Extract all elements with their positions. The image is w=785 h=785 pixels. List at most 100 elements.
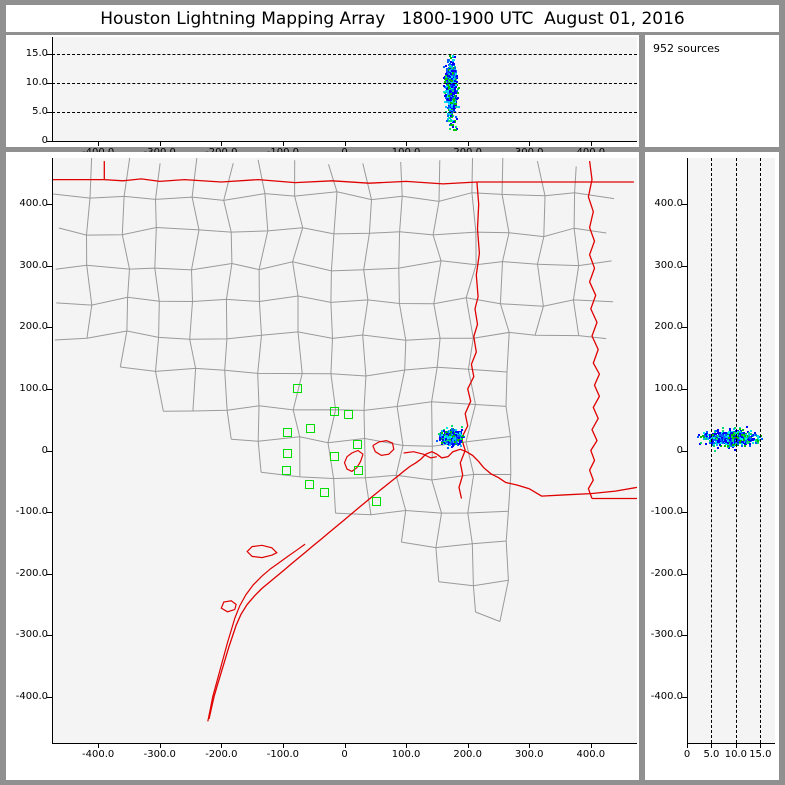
lightning-source-point: [704, 434, 706, 436]
lightning-source-point: [451, 98, 453, 100]
barrier-island-padre: [207, 543, 306, 722]
lightning-source-point: [746, 442, 748, 444]
lightning-source-point: [728, 440, 730, 442]
county-boundary: [431, 160, 443, 582]
y-axis-tick-label: 300.0: [654, 259, 683, 271]
top-panel-y-axis-line: [52, 37, 53, 141]
lightning-source-point: [732, 438, 734, 440]
lightning-source-point: [724, 445, 726, 447]
lightning-source-point: [462, 436, 464, 438]
county-boundary: [231, 436, 511, 447]
county-boundary: [395, 161, 407, 543]
y-axis-tick-label: 100.0: [19, 382, 48, 394]
lightning-source-point: [737, 443, 739, 445]
lightning-source-point: [728, 447, 730, 449]
y-axis-tick: [47, 83, 52, 85]
lightning-source-point: [741, 434, 743, 436]
lightning-source-point: [452, 56, 454, 58]
y-axis-tick: [47, 204, 52, 206]
lightning-source-point: [715, 433, 717, 435]
lightning-source-point: [448, 87, 450, 89]
county-boundary: [56, 295, 614, 307]
lightning-source-point: [453, 78, 455, 80]
lightning-source-point: [446, 80, 448, 82]
lightning-source-point: [747, 440, 749, 442]
lightning-source-point: [453, 129, 455, 131]
y-axis-tick: [682, 512, 687, 514]
lightning-source-point: [456, 118, 458, 120]
lightning-source-point: [451, 109, 453, 111]
lightning-source-point: [455, 430, 457, 432]
lightning-source-point: [748, 440, 750, 442]
lightning-source-point: [453, 96, 455, 98]
lightning-source-point: [456, 77, 458, 79]
lightning-source-point: [456, 98, 458, 100]
y-axis-tick-label: -300.0: [650, 629, 683, 641]
lightning-source-point: [744, 443, 746, 445]
lightning-source-point: [449, 55, 451, 57]
lightning-source-point: [451, 104, 453, 106]
lightning-source-point: [444, 81, 446, 83]
lightning-source-point: [448, 99, 450, 101]
lightning-source-point: [705, 433, 707, 435]
lightning-source-point: [450, 431, 452, 433]
lightning-source-point: [727, 443, 729, 445]
lightning-source-point: [454, 95, 456, 97]
lightning-source-point: [699, 443, 701, 445]
lightning-source-point: [463, 436, 465, 438]
county-boundary: [292, 160, 304, 477]
lightning-source-point: [455, 78, 457, 80]
lightning-source-point: [448, 431, 450, 433]
x-axis-tick: [406, 141, 408, 146]
lma-station-marker: [354, 465, 364, 475]
y-axis-tick-label: 5.0: [32, 106, 48, 118]
lightning-source-point: [453, 435, 455, 437]
right-panel-y-axis-line: [687, 158, 688, 743]
lightning-source-point: [451, 92, 453, 94]
lightning-source-point: [717, 442, 719, 444]
lightning-source-point: [452, 104, 454, 106]
lightning-source-point: [453, 64, 455, 66]
lightning-source-point: [453, 437, 455, 439]
lightning-source-point: [715, 439, 717, 441]
lightning-source-point: [461, 438, 463, 440]
lightning-source-point: [444, 101, 446, 103]
lightning-source-point: [727, 435, 729, 437]
lightning-source-point: [447, 90, 449, 92]
x-axis-tick-label: 100.0: [391, 749, 421, 760]
lightning-source-point: [729, 442, 731, 444]
lightning-source-point: [451, 430, 453, 432]
lightning-source-point: [733, 434, 735, 436]
lightning-source-point: [447, 115, 449, 117]
lightning-source-point: [454, 56, 456, 58]
y-axis-tick-label: -300.0: [15, 629, 48, 641]
x-axis-tick: [687, 743, 688, 748]
y-axis-tick-label: -100.0: [15, 506, 48, 518]
lightning-source-point: [736, 441, 738, 443]
y-axis-tick: [47, 112, 52, 114]
lightning-source-point: [728, 437, 730, 439]
lightning-source-point: [715, 435, 717, 437]
lma-station-marker: [306, 423, 316, 433]
y-axis-tick: [47, 388, 52, 390]
x-axis-tick-label: 0: [683, 749, 691, 760]
lightning-source-point: [443, 77, 445, 79]
lightning-source-point: [706, 435, 708, 437]
lightning-source-point: [746, 426, 748, 428]
lightning-source-point: [443, 85, 445, 87]
y-axis-tick: [47, 635, 52, 637]
lightning-source-point: [745, 443, 747, 445]
lightning-source-point: [451, 67, 453, 69]
lightning-source-point: [451, 428, 453, 430]
lightning-source-point: [446, 68, 448, 70]
lightning-source-point: [736, 431, 738, 433]
gridline-horizontal: [52, 83, 637, 85]
lightning-source-point: [453, 109, 455, 111]
county-boundary: [475, 611, 501, 622]
lightning-source-point: [447, 113, 449, 115]
lightning-source-point: [449, 105, 451, 107]
lightning-source-point: [745, 434, 747, 436]
lightning-source-point: [450, 61, 452, 63]
lightning-source-point: [754, 432, 756, 434]
lightning-source-point: [737, 435, 739, 437]
